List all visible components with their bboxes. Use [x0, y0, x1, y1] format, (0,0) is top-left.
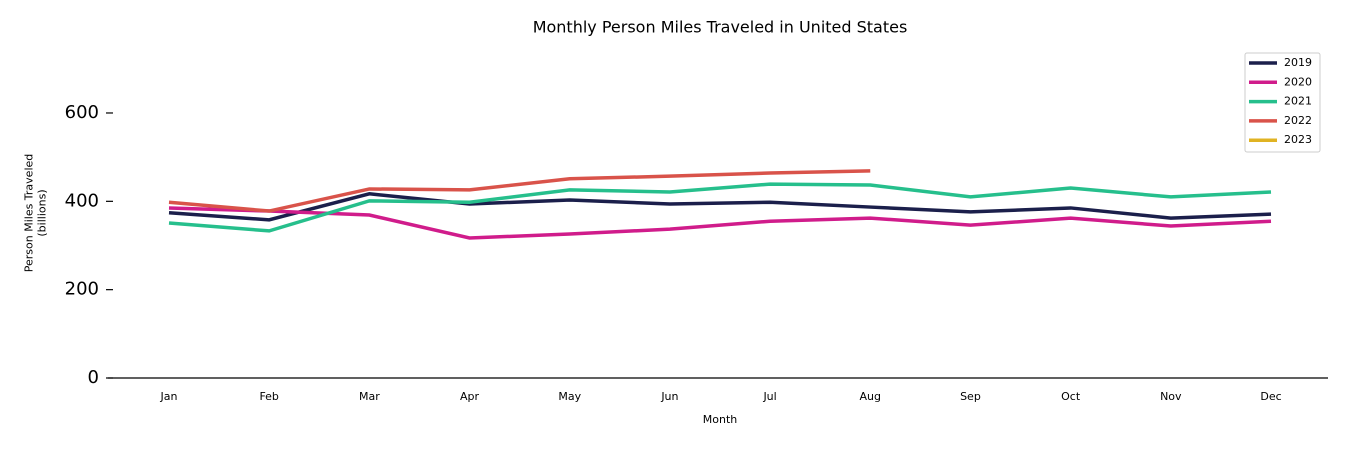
legend-label: 2020: [1284, 75, 1312, 88]
y-axis-label: Person Miles Traveled(billions): [23, 154, 49, 273]
y-tick-label: 600: [65, 102, 99, 123]
line-series: [168, 169, 871, 213]
y-tick-label: 0: [88, 367, 99, 388]
line-series: [168, 192, 1272, 222]
x-tick-label: Jun: [660, 390, 678, 403]
x-tick-label: Feb: [259, 390, 278, 403]
x-axis-label: Month: [703, 413, 738, 426]
y-tick-label: 200: [65, 279, 99, 300]
legend: 2019 2020 2021 2022 2023: [1244, 52, 1321, 153]
x-tick-label: May: [558, 390, 581, 403]
legend-label: 2021: [1284, 95, 1312, 108]
chart-title: Monthly Person Miles Traveled in United …: [533, 18, 908, 37]
legend-box: [1244, 52, 1321, 153]
legend-label: 2022: [1284, 114, 1312, 127]
x-tick-label: Apr: [460, 390, 480, 403]
x-tick-label: Mar: [359, 390, 380, 403]
y-tick-label: 400: [65, 190, 99, 211]
x-tick-label: Dec: [1260, 390, 1281, 403]
x-tick-label: Jul: [762, 390, 776, 403]
legend-label: 2019: [1284, 56, 1312, 69]
line-series: [168, 182, 1272, 233]
line-series: [168, 206, 1272, 240]
x-tick-label: Aug: [860, 390, 881, 403]
x-tick-label: Sep: [960, 390, 981, 403]
x-tick-label: Oct: [1061, 390, 1081, 403]
x-tick-label: Jan: [160, 390, 178, 403]
legend-label: 2023: [1284, 133, 1312, 146]
x-tick-label: Nov: [1160, 390, 1182, 403]
